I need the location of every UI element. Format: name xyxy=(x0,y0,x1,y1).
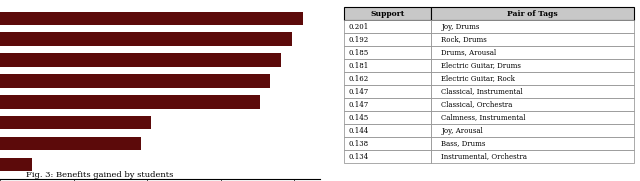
Text: Fig. 3: Benefits gained by students: Fig. 3: Benefits gained by students xyxy=(26,171,173,179)
Bar xyxy=(0,53,281,67)
Bar xyxy=(0,74,270,88)
Bar xyxy=(0,158,33,171)
Bar xyxy=(0,12,303,25)
Bar xyxy=(0,137,141,150)
Bar xyxy=(0,116,152,129)
Bar xyxy=(0,95,259,109)
Bar xyxy=(0,32,292,46)
